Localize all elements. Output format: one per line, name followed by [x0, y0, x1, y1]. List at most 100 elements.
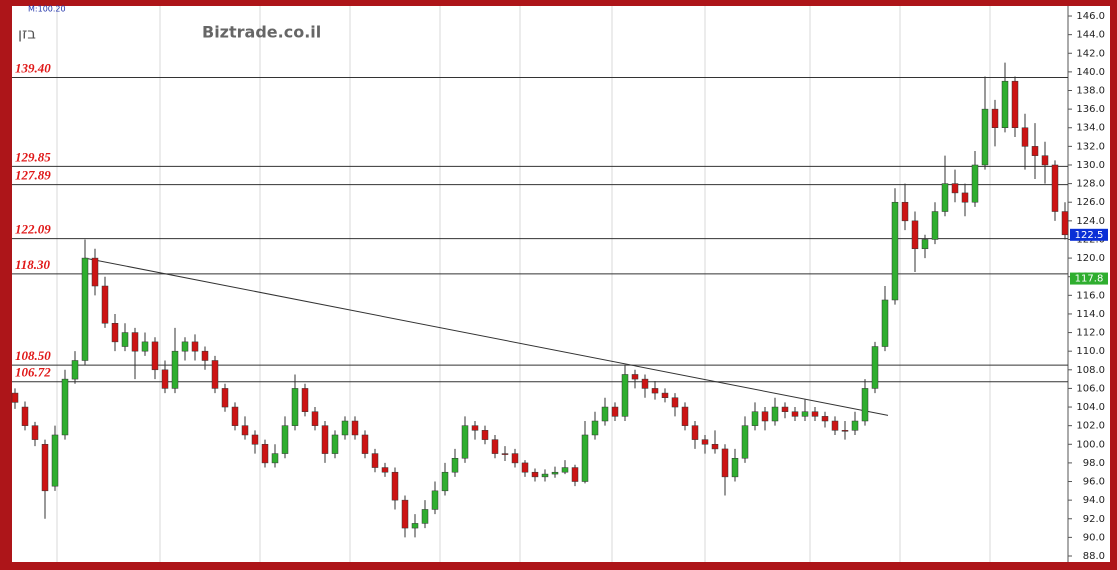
candle-body	[11, 392, 19, 403]
candle-body	[781, 406, 789, 412]
candle-body	[931, 211, 939, 240]
level-label: 118.30	[15, 257, 51, 272]
y-tick-label: 142.0	[1076, 48, 1105, 59]
candle-body	[311, 411, 319, 426]
candle-body	[911, 220, 919, 250]
candle-body	[21, 406, 29, 426]
candle-body	[631, 374, 639, 380]
candle-body	[961, 192, 969, 203]
y-tick-label: 128.0	[1076, 179, 1105, 190]
candle-body	[361, 434, 369, 454]
candle-body	[251, 434, 259, 445]
y-tick-label: 100.0	[1076, 439, 1105, 450]
candle-body	[461, 425, 469, 459]
level-label: 122.09	[15, 222, 51, 237]
candle-body	[411, 523, 419, 529]
y-tick-label: 98.0	[1083, 458, 1105, 469]
y-tick-label: 88.0	[1083, 551, 1105, 562]
candle-body	[661, 392, 669, 398]
candle-body	[131, 332, 139, 352]
y-tick-label: 140.0	[1076, 67, 1105, 78]
candle-body	[751, 411, 759, 426]
candle-body	[1001, 80, 1009, 128]
candle-body	[681, 406, 689, 426]
level-label: 108.50	[15, 348, 51, 363]
candle-body	[301, 388, 309, 412]
y-tick-label: 120.0	[1076, 253, 1105, 264]
candle-body	[1051, 164, 1059, 212]
candle-body	[351, 420, 359, 436]
candle-body	[711, 444, 719, 450]
candle-body	[981, 108, 989, 166]
candle-body	[61, 378, 69, 436]
candle-body	[201, 350, 209, 361]
y-tick-label: 104.0	[1076, 402, 1105, 413]
subtitle: בזן	[18, 25, 36, 43]
y-tick-label: 90.0	[1083, 532, 1105, 543]
y-tick-label: 94.0	[1083, 495, 1105, 506]
y-tick-label: 108.0	[1076, 365, 1105, 376]
y-tick-label: 144.0	[1076, 30, 1105, 41]
candle-body	[671, 397, 679, 408]
candle-body	[491, 439, 499, 454]
chart-title: Biztrade.co.il	[202, 23, 321, 42]
candle-body	[51, 434, 59, 487]
candle-body	[341, 420, 349, 436]
price-tag-label: 122.5	[1075, 230, 1104, 241]
candle-body	[1011, 80, 1019, 128]
candle-body	[431, 490, 439, 510]
candle-body	[881, 299, 889, 347]
candle-body	[331, 434, 339, 454]
candle-body	[31, 425, 39, 440]
candle-body	[561, 467, 569, 473]
candle-body	[621, 374, 629, 417]
y-tick-label: 116.0	[1076, 290, 1105, 301]
level-label: 139.40	[15, 60, 51, 75]
candle-body	[401, 499, 409, 529]
candle-body	[1021, 127, 1029, 147]
candle-body	[701, 439, 709, 445]
annotation: M:100.20	[28, 5, 66, 14]
candle-body	[921, 239, 929, 250]
candle-body	[231, 406, 239, 426]
y-tick-label: 106.0	[1076, 383, 1105, 394]
candle-body	[531, 471, 539, 478]
candle-body	[761, 411, 769, 422]
y-tick-label: 126.0	[1076, 197, 1105, 208]
candle-body	[151, 341, 159, 371]
candle-body	[871, 346, 879, 389]
candle-body	[191, 341, 199, 352]
plot-background	[12, 6, 1110, 562]
candle-body	[821, 416, 829, 422]
candle-body	[291, 388, 299, 426]
candle-body	[41, 444, 49, 492]
candle-body	[601, 406, 609, 422]
candle-body	[81, 257, 89, 361]
candle-body	[141, 341, 149, 352]
candle-body	[741, 425, 749, 459]
y-tick-label: 114.0	[1076, 309, 1105, 320]
level-label: 106.72	[15, 365, 51, 380]
candle-body	[211, 360, 219, 389]
candle-body	[161, 369, 169, 389]
candle-body	[271, 453, 279, 464]
candle-body	[851, 420, 859, 431]
candle-body	[421, 509, 429, 524]
candle-body	[691, 425, 699, 440]
price-tag	[1070, 228, 1108, 241]
candle-body	[771, 406, 779, 422]
y-tick-label: 124.0	[1076, 216, 1105, 227]
level-label: 129.85	[15, 149, 51, 164]
candle-body	[521, 462, 529, 473]
candle-body	[71, 360, 79, 380]
y-tick-label: 92.0	[1083, 514, 1105, 525]
candle-body	[721, 448, 729, 478]
trendline	[84, 257, 889, 416]
candle-body	[1031, 146, 1039, 156]
vertical-grid	[56, 6, 991, 562]
y-tick-label: 110.0	[1076, 346, 1105, 357]
candle-body	[391, 471, 399, 501]
candle-body	[471, 425, 479, 431]
candle-body	[551, 471, 559, 475]
level-label: 127.89	[15, 168, 51, 183]
